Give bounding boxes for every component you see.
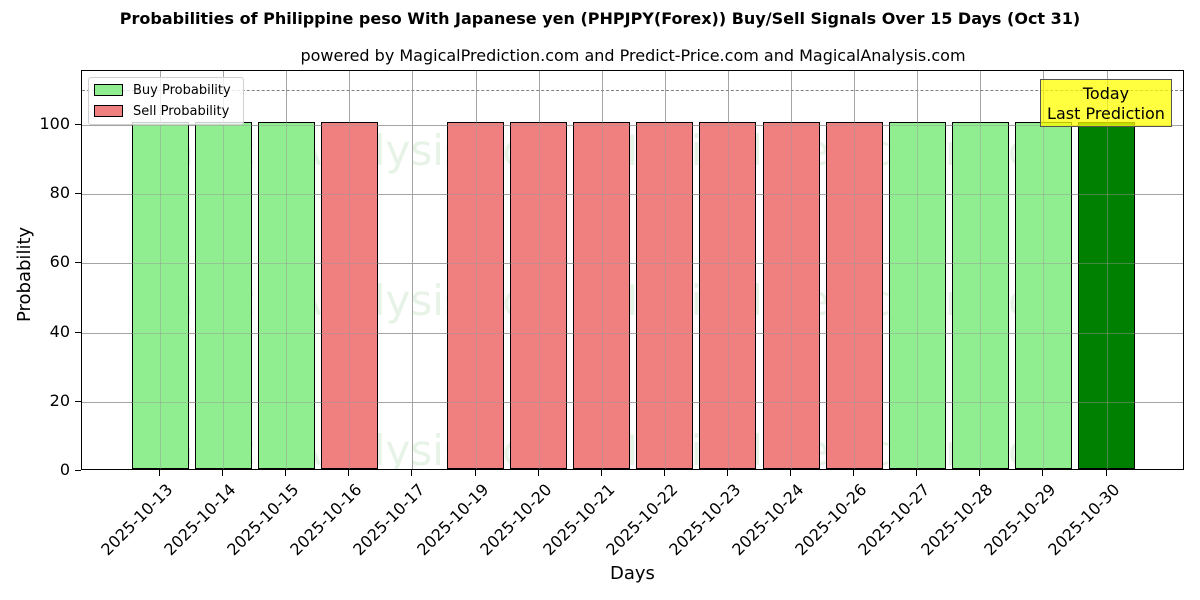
x-tick [600,470,602,476]
chart-subtitle: powered by MagicalPrediction.com and Pre… [300,46,966,65]
x-tick [979,470,981,476]
gridline-vertical-overlay [791,71,792,469]
x-tick [1105,470,1107,476]
x-axis-label: Days [610,563,655,584]
today-annotation: Today Last Prediction [1040,79,1172,127]
bar-buy-2025-10-14 [194,122,252,469]
bar-sell-2025-10-22 [636,122,694,469]
gridline-vertical-overlay [286,71,288,469]
bar-buy-2025-10-15 [257,122,315,469]
gridline-vertical-overlay [980,71,982,469]
bar-buy-2025-10-29 [1014,122,1072,469]
x-tick [159,470,160,476]
x-tick [474,470,476,476]
gridline-horizontal [82,332,1183,334]
bar-sell-2025-10-24 [762,122,820,469]
gridline-horizontal-overlay [82,263,1183,265]
y-axis-label: Probability [14,226,35,322]
x-tick [853,470,855,476]
plot-area: MagicalAnalysis.comMagicalPrediction.com… [81,70,1184,470]
gridline-vertical-overlay [664,71,666,469]
bar-sell-2025-10-20 [510,122,568,469]
bar-sell-2025-10-23 [699,122,757,469]
x-tick [348,470,350,476]
gridline-vertical-overlay [1043,71,1045,469]
annotation-line2: Last Prediction [1047,104,1165,123]
gridline-vertical-overlay [1106,71,1108,469]
bar-sell-2025-10-21 [573,122,631,469]
y-tick [75,470,81,471]
y-tick [75,193,81,195]
y-tick [75,400,81,402]
legend-sell-label: Sell Probability [133,103,230,119]
gridline-horizontal-overlay [82,194,1183,196]
gridline-vertical-overlay [917,71,919,469]
gridline-horizontal-overlay [82,332,1183,334]
gridline-vertical-overlay [538,71,540,469]
bar-today-2025-10-30 [1078,122,1135,469]
bar-sell-2025-10-26 [825,122,883,469]
gridline-vertical-overlay [727,71,729,469]
y-tick-label: 0 [59,460,70,479]
x-tick [1042,470,1044,476]
gridline-vertical-overlay [475,71,477,469]
legend-buy-label: Buy Probability [133,82,231,98]
gridline-vertical-overlay [349,71,351,469]
x-tick [285,470,287,476]
gridline-vertical-overlay [854,71,856,469]
gridline-vertical [412,71,414,469]
gridline-horizontal [82,194,1183,196]
y-tick-label: 80 [49,183,70,203]
y-tick-label: 100 [39,114,70,133]
annotation-line1: Today [1082,84,1130,103]
gridline-vertical-overlay [223,71,225,469]
gridline-vertical-overlay [601,71,603,469]
x-tick [916,470,918,476]
gridline-horizontal [82,125,1183,126]
y-tick-label: 60 [49,252,70,272]
gridline-horizontal-overlay [82,401,1183,403]
x-tick [222,470,224,476]
sell-swatch-icon [94,105,123,117]
bar-sell-2025-10-19 [447,122,504,469]
buy-swatch-icon [94,84,123,96]
y-tick [75,331,81,333]
y-tick-label: 40 [49,321,70,341]
y-tick [75,262,81,264]
y-tick [75,124,81,125]
x-tick [537,470,539,476]
bar-buy-2025-10-27 [888,122,946,469]
gridline-horizontal-overlay [82,125,1183,126]
x-tick [790,470,791,476]
bar-buy-2025-10-28 [951,122,1009,469]
bar-buy-2025-10-13 [131,122,189,469]
x-tick [663,470,665,476]
legend: Buy Probability Sell Probability [88,77,244,125]
gridline-vertical-overlay [160,71,161,469]
reference-line [82,90,1183,92]
legend-item-buy: Buy Probability [94,81,231,99]
gridline-vertical-overlay [412,71,414,469]
x-tick [411,470,413,476]
y-tick-label: 20 [49,390,70,410]
legend-item-sell: Sell Probability [94,102,229,120]
bar-sell-2025-10-16 [320,122,378,469]
x-tick [726,470,728,476]
chart-title: Probabilities of Philippine peso With Ja… [119,9,1081,28]
gridline-horizontal [82,401,1183,403]
gridline-horizontal [82,263,1183,265]
